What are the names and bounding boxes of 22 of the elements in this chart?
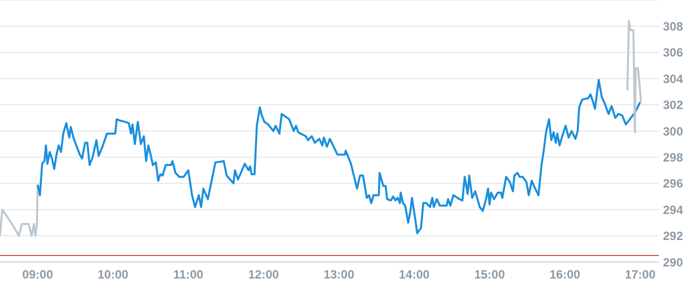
line-series	[626, 20, 642, 134]
y-tick-label: 308	[663, 19, 684, 34]
x-tick-label: 15:00	[474, 268, 506, 282]
x-tick-label: 11:00	[173, 268, 204, 282]
y-tick-label: 294	[663, 202, 684, 217]
y-tick-label: 290	[663, 255, 684, 270]
y-tick-label: 296	[663, 176, 684, 191]
x-tick-label: 17:00	[624, 268, 656, 282]
x-tick-label: 09:00	[22, 268, 54, 282]
x-tick-label: 10:00	[98, 268, 129, 282]
line-series	[0, 184, 39, 237]
y-tick-label: 306	[663, 46, 684, 60]
y-tick-label: 302	[663, 98, 684, 112]
y-tick-label: 298	[663, 150, 684, 164]
line-series	[36, 78, 642, 234]
y-tick-label: 300	[663, 124, 684, 138]
y-tick-label: 292	[663, 229, 684, 244]
x-tick-label: 16:00	[550, 268, 581, 282]
x-tick-label: 13:00	[324, 268, 355, 282]
x-tick-label: 12:00	[248, 268, 280, 282]
x-tick-label: 14:00	[398, 268, 430, 282]
y-tick-label: 304	[663, 72, 684, 86]
